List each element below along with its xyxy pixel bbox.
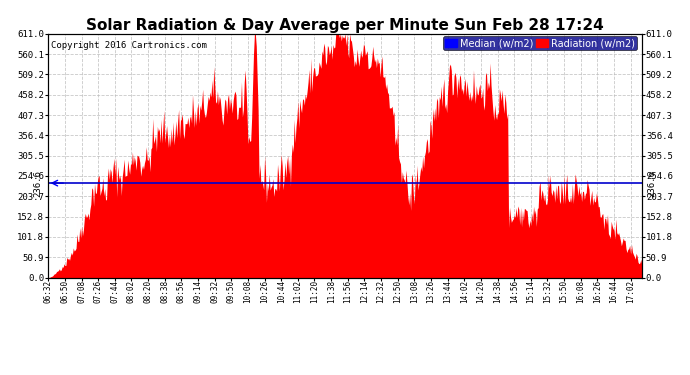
Title: Solar Radiation & Day Average per Minute Sun Feb 28 17:24: Solar Radiation & Day Average per Minute… [86, 18, 604, 33]
Text: 236.6: 236.6 [648, 170, 657, 196]
Legend: Median (w/m2), Radiation (w/m2): Median (w/m2), Radiation (w/m2) [444, 36, 637, 50]
Text: 236.6: 236.6 [33, 170, 42, 196]
Text: Copyright 2016 Cartronics.com: Copyright 2016 Cartronics.com [51, 41, 207, 50]
